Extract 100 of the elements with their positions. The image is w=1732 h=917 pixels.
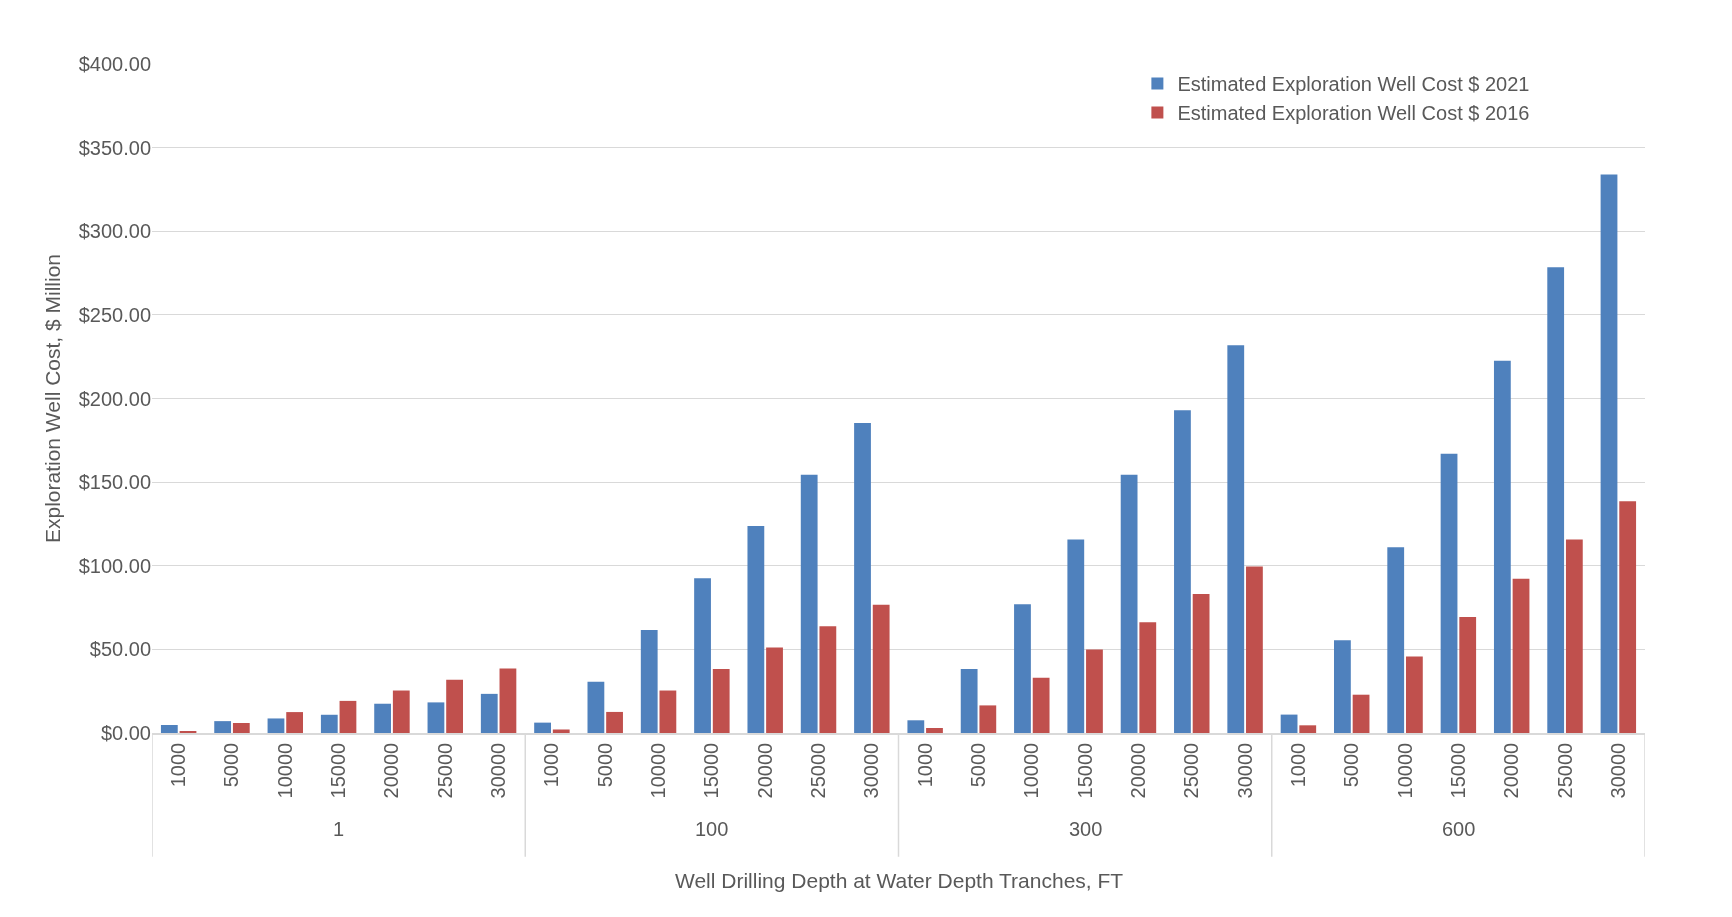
y-tick-label: $100.00 <box>78 554 151 577</box>
text: 1 <box>333 818 345 840</box>
bar <box>960 669 978 733</box>
bar <box>1280 714 1298 733</box>
bar <box>606 711 623 733</box>
bar <box>1139 622 1157 733</box>
text: 100 <box>695 818 729 840</box>
bar <box>1600 174 1618 733</box>
bar <box>819 626 837 733</box>
bar <box>1227 345 1245 733</box>
bar <box>1299 725 1317 733</box>
bar <box>1246 566 1263 733</box>
bar <box>1547 267 1565 733</box>
bar <box>694 578 711 733</box>
x-tick-label: 30000 <box>860 742 883 799</box>
bar <box>499 668 517 733</box>
bar <box>534 722 551 733</box>
x-tick-label: 10000 <box>1393 742 1416 799</box>
x-tick-label: 5000 <box>593 742 616 788</box>
bar <box>640 629 658 733</box>
x-tick-label: 10000 <box>273 742 296 799</box>
x-tick-label: 5000 <box>966 742 989 788</box>
bar <box>1459 616 1477 733</box>
bar <box>979 705 997 733</box>
bar <box>659 690 677 733</box>
bar <box>286 712 304 733</box>
bar <box>1565 539 1583 733</box>
bar <box>854 423 871 733</box>
bar <box>1334 640 1351 733</box>
bar <box>1032 677 1050 733</box>
x-tick-label: 10000 <box>647 742 670 799</box>
x-tick-label: 5000 <box>1340 742 1363 788</box>
y-tick-label: $300.00 <box>78 220 151 243</box>
bar <box>1120 474 1138 733</box>
x-tick-label: 20000 <box>753 742 776 799</box>
bar <box>800 474 818 733</box>
bar <box>1014 604 1031 733</box>
x-tick-label: 25000 <box>433 742 456 799</box>
x-tick-label: 15000 <box>1073 742 1096 799</box>
bar <box>374 703 392 733</box>
x-axis-title: Well Drilling Depth at Water Depth Tranches, FT <box>675 869 1124 892</box>
bar <box>1405 656 1423 733</box>
bar <box>1067 539 1085 733</box>
y-tick-label: $250.00 <box>78 303 151 326</box>
y-tick-label: $200.00 <box>78 387 151 410</box>
x-tick-label: 1000 <box>913 742 936 788</box>
x-tick-label: 15000 <box>700 742 723 799</box>
x-tick-label: 25000 <box>807 742 830 799</box>
bar <box>1086 649 1103 733</box>
x-tick-label: 1000 <box>540 742 563 788</box>
bar <box>1512 578 1530 733</box>
x-tick-label: 30000 <box>1606 742 1629 799</box>
bar <box>766 647 783 733</box>
bar <box>1352 694 1370 733</box>
bar <box>160 724 178 733</box>
bar <box>926 727 943 733</box>
y-tick-label: $0.00 <box>100 722 151 744</box>
bar <box>446 679 463 733</box>
bar <box>907 720 925 733</box>
bar <box>552 729 570 733</box>
x-tick-label: 15000 <box>327 742 350 799</box>
x-tick-label: 1000 <box>1286 742 1309 788</box>
bar <box>1387 547 1405 733</box>
x-tick-label: 1000 <box>167 742 190 788</box>
bar <box>1619 501 1637 733</box>
text: 300 <box>1069 818 1103 840</box>
legend-label: Estimated Exploration Well Cost $ 2021 <box>1177 73 1530 96</box>
bar <box>320 714 338 733</box>
x-tick-label: 25000 <box>1553 742 1576 799</box>
bar <box>214 721 232 733</box>
bar <box>712 669 730 733</box>
bar <box>1174 410 1191 733</box>
bar <box>872 604 890 733</box>
x-tick-label: 25000 <box>1180 742 1203 799</box>
bar <box>267 718 285 733</box>
bar <box>232 722 250 733</box>
y-tick-label: $350.00 <box>78 136 151 159</box>
y-axis-title: Exploration Well Cost, $ Million <box>40 253 64 544</box>
x-tick-label: 10000 <box>1020 742 1043 799</box>
y-tick-label: $50.00 <box>89 638 151 661</box>
y-tick-label: $150.00 <box>78 471 151 494</box>
x-tick-label: 30000 <box>487 742 510 799</box>
bar <box>587 681 605 733</box>
bar <box>339 700 357 733</box>
bar <box>480 693 498 733</box>
x-tick-label: 20000 <box>1500 742 1523 799</box>
x-tick-label: 5000 <box>220 742 243 788</box>
bar <box>1192 594 1210 733</box>
bar <box>747 526 765 733</box>
legend-label: Estimated Exploration Well Cost $ 2016 <box>1177 102 1530 125</box>
bar <box>392 690 410 733</box>
bar <box>427 702 445 733</box>
text: 600 <box>1442 818 1476 840</box>
bar <box>1440 453 1458 733</box>
x-tick-label: 20000 <box>1126 742 1149 799</box>
x-tick-label: 30000 <box>1233 742 1256 799</box>
x-tick-label: 15000 <box>1446 742 1469 799</box>
y-tick-label: $400.00 <box>78 53 151 75</box>
bar <box>1493 360 1511 733</box>
x-tick-label: 20000 <box>380 742 403 799</box>
